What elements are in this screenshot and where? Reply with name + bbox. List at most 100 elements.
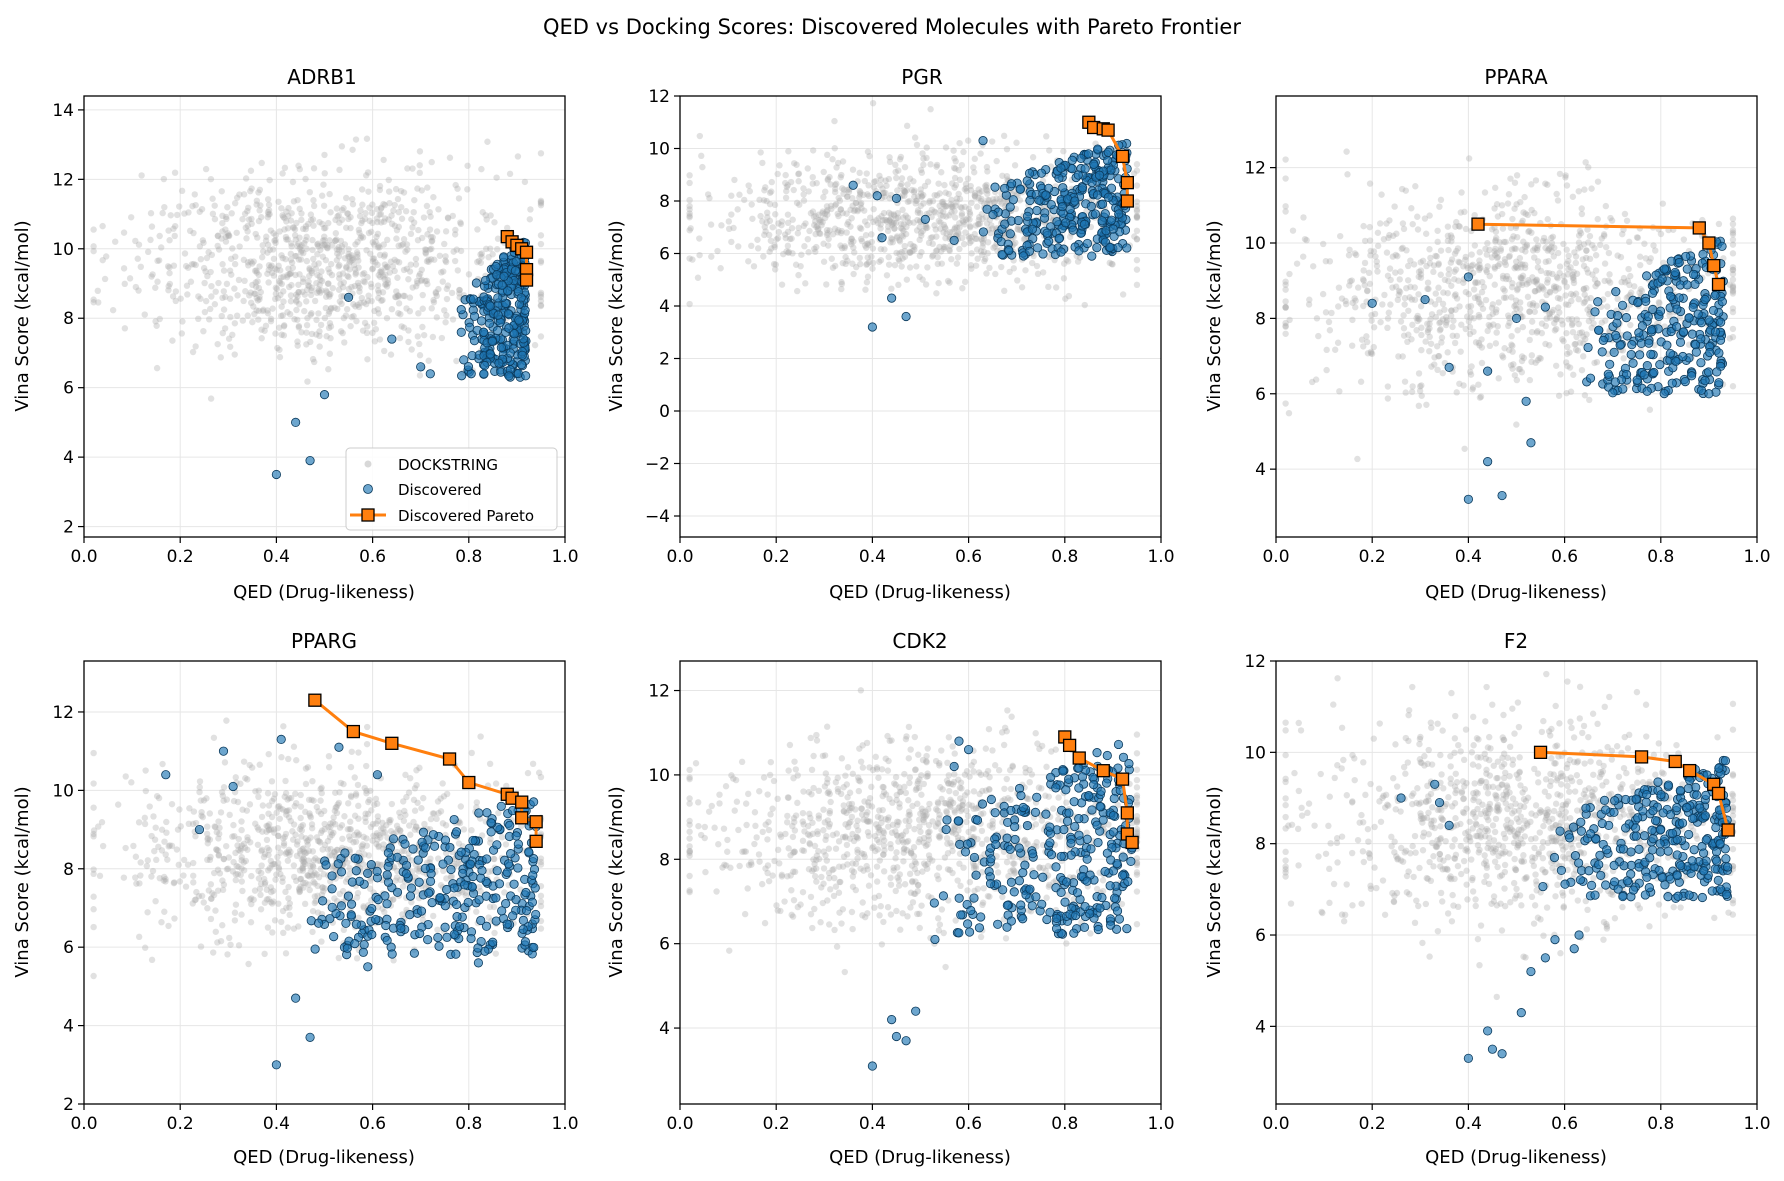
- dockstring-point: [141, 311, 148, 318]
- dockstring-point: [687, 225, 694, 232]
- dockstring-point: [1422, 230, 1430, 237]
- discovered-point: [1608, 388, 1618, 398]
- dockstring-point: [893, 174, 900, 182]
- discovered-point: [516, 359, 527, 370]
- dockstring-point: [1553, 273, 1561, 281]
- dockstring-point: [1348, 277, 1355, 284]
- dockstring-point: [413, 866, 421, 873]
- dockstring-point: [142, 787, 150, 795]
- dockstring-point: [247, 919, 255, 926]
- dockstring-point: [823, 203, 831, 210]
- dockstring-point: [850, 270, 857, 278]
- dockstring-point: [762, 228, 769, 235]
- dockstring-point: [367, 823, 375, 831]
- discovered-point: [1089, 159, 1099, 169]
- dockstring-point: [326, 833, 334, 841]
- dockstring-point: [192, 343, 199, 350]
- dockstring-point: [287, 817, 295, 825]
- dockstring-point: [307, 868, 314, 875]
- dockstring-point: [296, 245, 303, 252]
- dockstring-point: [971, 192, 978, 199]
- dockstring-point: [1431, 361, 1438, 368]
- dockstring-point: [190, 808, 198, 815]
- dockstring-point: [1568, 315, 1576, 323]
- discovered-point: [1655, 306, 1666, 316]
- discovered-point: [479, 292, 489, 302]
- dockstring-point: [756, 196, 763, 204]
- discovered-point: [425, 369, 435, 379]
- dockstring-point: [299, 278, 307, 286]
- dockstring-point: [824, 206, 831, 214]
- dockstring-point: [441, 240, 448, 248]
- dockstring-point: [291, 232, 299, 239]
- dockstring-point: [232, 849, 239, 857]
- dockstring-point: [285, 807, 293, 814]
- dockstring-point: [428, 158, 435, 166]
- dockstring-point: [1387, 276, 1394, 284]
- dockstring-point: [981, 257, 988, 265]
- dockstring-point: [840, 190, 847, 197]
- dockstring-point: [325, 219, 332, 227]
- dockstring-point: [286, 851, 293, 859]
- dockstring-point: [1556, 309, 1563, 316]
- dockstring-point: [943, 202, 950, 210]
- dockstring-point: [1384, 315, 1392, 322]
- dockstring-point: [1508, 341, 1515, 348]
- dockstring-point: [1428, 311, 1436, 318]
- dockstring-point: [297, 823, 305, 830]
- dockstring-point: [256, 885, 264, 893]
- axes-frame: [1275, 95, 1758, 538]
- pareto-point: [1711, 277, 1726, 292]
- dockstring-point: [1478, 278, 1486, 286]
- dockstring-point: [423, 277, 430, 284]
- legend-pareto-label: Discovered Pareto: [398, 507, 534, 525]
- discovered-point: [1659, 389, 1669, 399]
- dockstring-point: [258, 335, 265, 342]
- dockstring-point: [1528, 318, 1536, 325]
- dockstring-point: [223, 842, 230, 850]
- dockstring-point: [1325, 318, 1333, 326]
- dockstring-point: [380, 825, 387, 832]
- dockstring-point: [130, 842, 137, 850]
- dockstring-point: [781, 231, 789, 238]
- dockstring-point: [1617, 253, 1625, 261]
- dockstring-point: [286, 904, 293, 911]
- dockstring-point: [271, 265, 279, 272]
- dockstring-point: [1529, 302, 1536, 309]
- dockstring-point: [983, 220, 991, 227]
- dockstring-point: [1368, 311, 1375, 319]
- dockstring-point: [918, 248, 925, 256]
- dockstring-point: [941, 223, 949, 231]
- dockstring-point: [785, 148, 792, 155]
- dockstring-point: [955, 190, 962, 198]
- dockstring-point: [1580, 299, 1587, 307]
- dockstring-point: [728, 192, 735, 199]
- dockstring-point: [90, 299, 97, 306]
- dockstring-point: [411, 826, 419, 833]
- dockstring-point: [356, 288, 363, 295]
- dockstring-point: [996, 198, 1004, 205]
- dockstring-point: [276, 228, 283, 235]
- dockstring-point: [307, 834, 314, 841]
- dockstring-point: [416, 169, 423, 177]
- dockstring-point: [1367, 247, 1374, 255]
- dockstring-point: [324, 280, 332, 287]
- dockstring-point: [1582, 335, 1589, 343]
- dockstring-point: [1413, 314, 1420, 322]
- dockstring-point: [843, 210, 850, 217]
- dockstring-point: [1471, 211, 1478, 219]
- dockstring-point: [1285, 409, 1293, 417]
- dockstring-point: [1447, 312, 1455, 319]
- dockstring-point: [434, 798, 442, 805]
- dockstring-point: [838, 278, 845, 286]
- dockstring-point: [1417, 267, 1425, 274]
- dockstring-point: [1418, 382, 1425, 389]
- dockstring-point: [153, 792, 161, 800]
- dockstring-point: [1282, 303, 1289, 311]
- dockstring-point: [366, 796, 373, 804]
- dockstring-point: [363, 246, 370, 254]
- dockstring-point: [900, 221, 908, 228]
- dockstring-point: [1492, 237, 1499, 244]
- dockstring-point: [432, 290, 440, 297]
- dockstring-point: [442, 228, 450, 235]
